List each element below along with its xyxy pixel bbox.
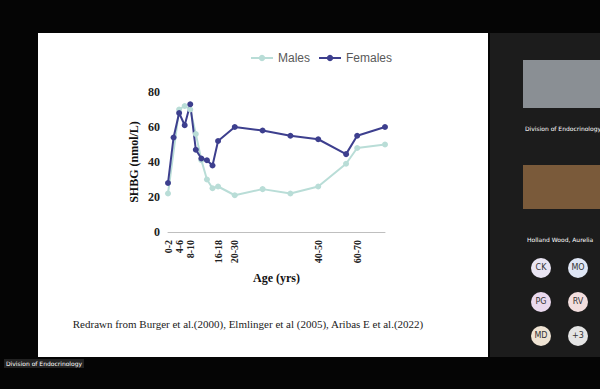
svg-text:40: 40 (148, 155, 160, 169)
svg-text:60-70: 60-70 (352, 240, 363, 263)
html-text:RV: RV (572, 297, 584, 306)
html-text:MD: MD (534, 331, 548, 340)
svg-text:Males: Males (278, 51, 310, 65)
svg-text:16-18: 16-18 (213, 240, 224, 263)
html-text:Redrawn from Burger et al.(200: Redrawn from Burger et al.(2000), Elmlin… (72, 318, 424, 330)
svg-text:8-10: 8-10 (185, 240, 196, 258)
html-text:+3: +3 (572, 331, 584, 340)
svg-text:4-6: 4-6 (174, 240, 185, 253)
html-text:PG: PG (535, 297, 547, 306)
html-text:CK: CK (535, 263, 547, 272)
svg-text:SHBG (nmol/L): SHBG (nmol/L) (127, 121, 141, 203)
svg-text:20-30: 20-30 (229, 240, 240, 263)
svg-text:80: 80 (148, 85, 160, 99)
svg-text:20: 20 (148, 190, 160, 204)
svg-text:0: 0 (154, 225, 160, 239)
html-text:Holland Wood, Aurelia: Holland Wood, Aurelia (527, 236, 594, 243)
html-text:Division of Endocrinology: Division of Endocrinology (6, 360, 82, 367)
html-text:Division of Endocrinology: Division of Endocrinology (525, 125, 600, 132)
svg-text:Age (yrs): Age (yrs) (253, 271, 300, 285)
svg-text:40-50: 40-50 (313, 240, 324, 263)
svg-text:0-2: 0-2 (163, 240, 174, 253)
svg-text:60: 60 (148, 120, 160, 134)
html-text:MO: MO (571, 263, 585, 272)
svg-text:Females: Females (346, 51, 392, 65)
